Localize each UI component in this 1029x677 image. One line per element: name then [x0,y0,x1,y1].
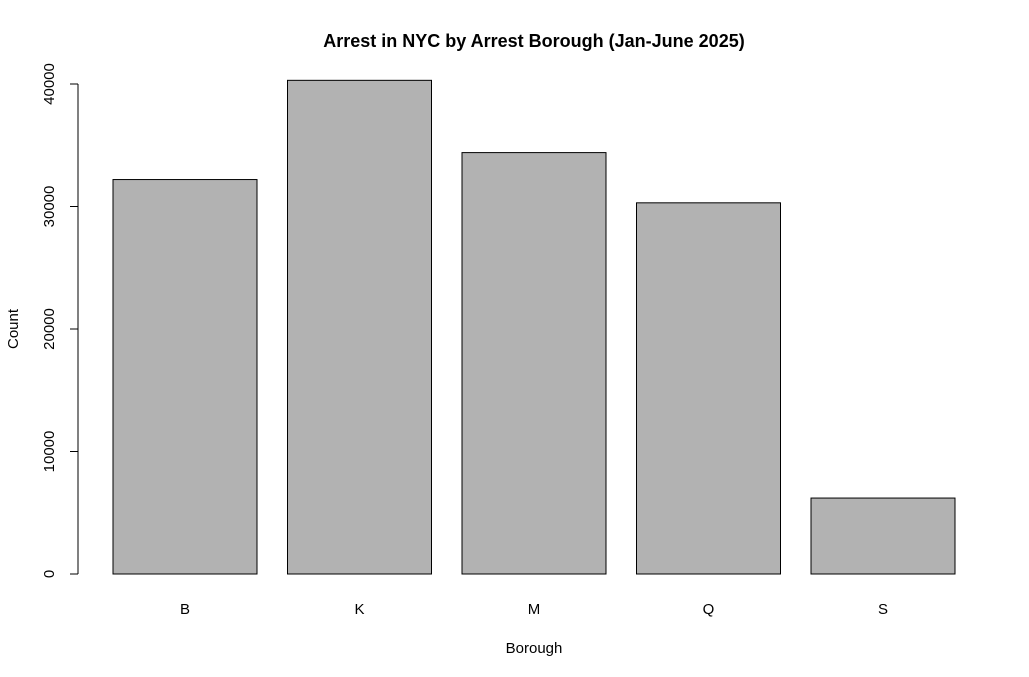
bar-b [112,179,258,575]
y-axis: 0 10000 20000 30000 40000 [41,63,79,578]
x-tick-label: S [878,601,888,618]
x-tick-label: K [354,601,364,618]
bars-group [112,79,956,575]
y-tick-label: 20000 [41,308,58,350]
y-tick-label: 10000 [41,431,58,473]
chart-title: Arrest in NYC by Arrest Borough (Jan-Jun… [323,31,744,51]
bar-s [810,497,956,575]
x-tick-label: M [528,601,541,618]
y-axis-label: Count [5,308,22,349]
bar-k [287,79,432,575]
bar-q [636,202,781,575]
x-axis-label: Borough [506,640,563,657]
y-tick-label: 0 [41,570,58,578]
y-tick-label: 30000 [41,186,58,228]
bar-m [461,152,607,575]
x-tick-label: Q [703,601,715,618]
y-tick-label: 40000 [41,63,58,105]
x-tick-label: B [180,601,190,618]
